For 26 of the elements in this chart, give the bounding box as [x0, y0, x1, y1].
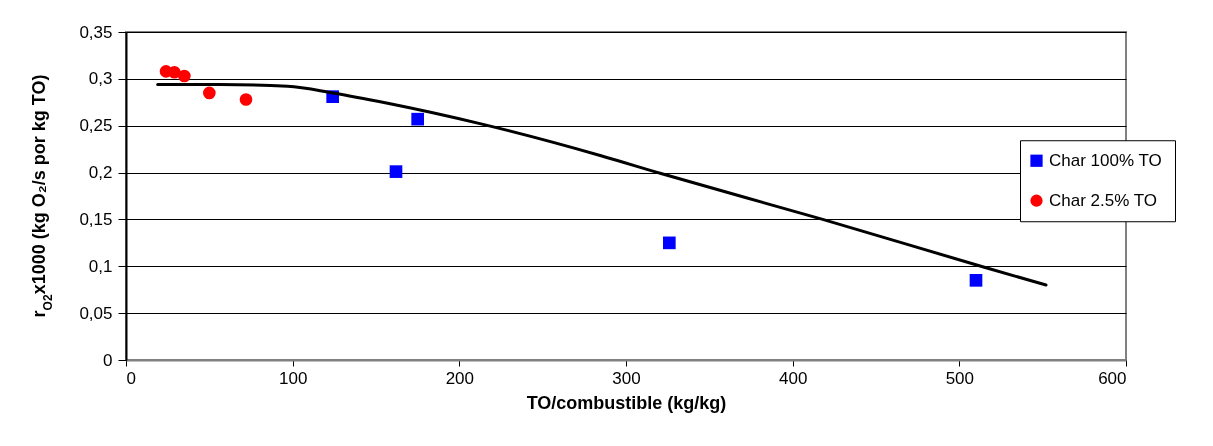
- y-tick-label: 0: [103, 350, 113, 370]
- point: [203, 86, 216, 100]
- x-tick-label: 0: [126, 368, 136, 388]
- point: [168, 65, 181, 79]
- point: [411, 112, 424, 126]
- y-tick-label: 0,35: [79, 22, 113, 42]
- x-tick-label: 400: [778, 368, 808, 388]
- x-axis-title: TO/combustible (kg/kg): [526, 392, 727, 413]
- y-tick-label: 0,1: [88, 256, 113, 276]
- y-tick-label: 0,15: [79, 209, 113, 229]
- point: [969, 274, 983, 287]
- legend-label: Char 2.5% TO: [1049, 190, 1158, 210]
- point: [389, 165, 403, 178]
- y-tick-label: 0,05: [79, 303, 113, 323]
- point: [178, 69, 191, 83]
- x-tick-label: 300: [612, 368, 641, 388]
- x-tick-label: 600: [1098, 368, 1127, 388]
- x-tick-label: 500: [945, 368, 975, 388]
- point: [239, 93, 253, 106]
- legend-label: Char 100% TO: [1049, 150, 1162, 170]
- y-tick-label: 0,2: [88, 163, 113, 183]
- x-tick-label: 100: [278, 368, 308, 388]
- x-tick-label: 200: [445, 368, 475, 388]
- point: [663, 236, 676, 250]
- y-tick-label: 0,25: [79, 116, 113, 136]
- y-tick-label: 0,3: [88, 69, 113, 89]
